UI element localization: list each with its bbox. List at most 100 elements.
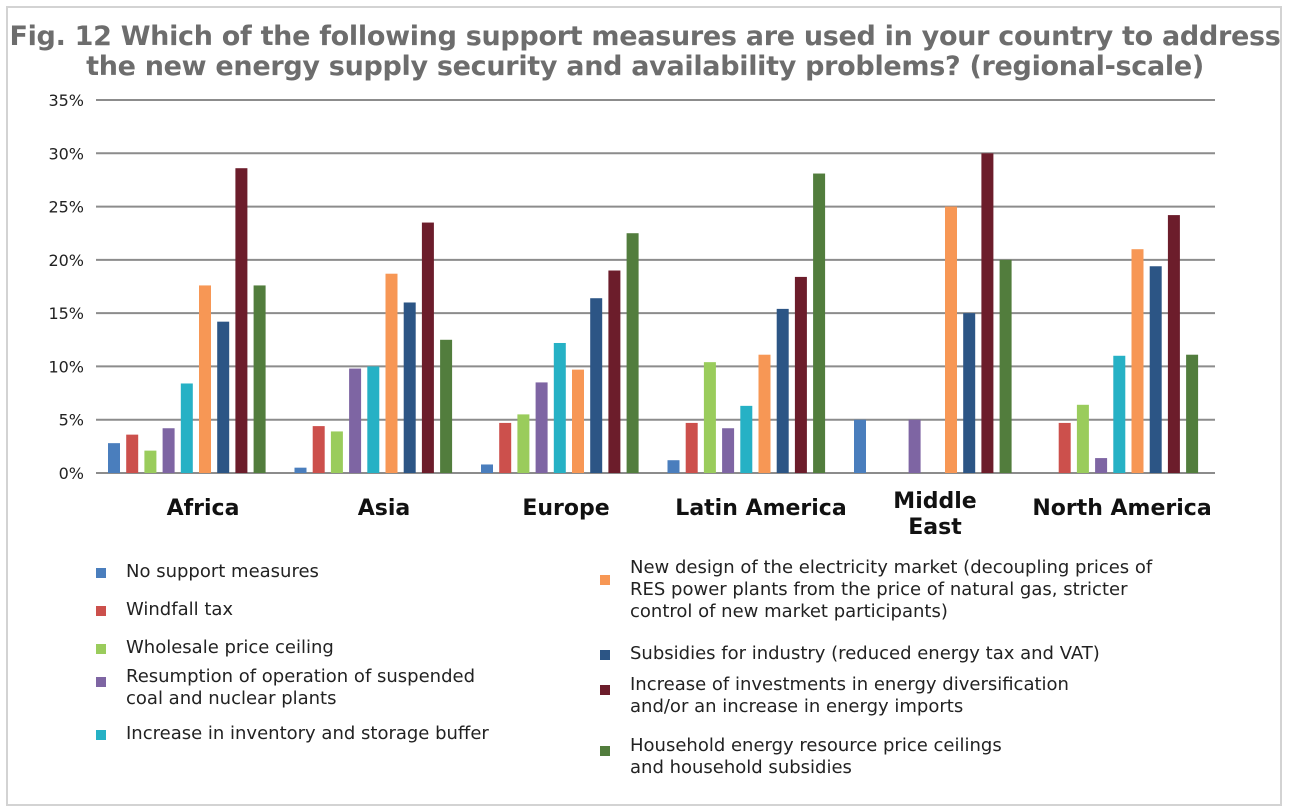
legend-item: No support measures [96,561,319,583]
legend-swatch [600,746,610,756]
bar [217,321,230,473]
legend-label-line: Subsidies for industry (reduced energy t… [630,643,1100,664]
bar [722,428,735,473]
legend-label: New design of the electricity market (de… [630,557,1152,623]
bar [517,414,530,473]
bar [294,467,307,473]
legend-label-line: Household energy resource price ceilings [630,735,1002,756]
legend-item: New design of the electricity market (de… [600,557,1152,623]
bar [108,443,120,473]
bar [253,285,266,473]
legend-label: Household energy resource price ceilings… [630,735,1002,779]
legend-swatch [600,575,610,585]
bar [481,464,493,473]
bar [1058,422,1071,473]
x-category-label: North America [1032,496,1211,521]
bar [667,460,680,473]
y-tick-label: 30% [48,144,84,163]
bar [776,308,789,473]
legend-item: Household energy resource price ceilings… [600,735,1002,779]
bar [349,368,362,473]
legend-label-line: Increase in inventory and storage buffer [126,723,489,744]
y-tick-label: 35% [48,91,84,110]
legend-swatch [600,685,610,695]
x-category-label: Middle East [893,489,976,540]
legend-swatch [96,606,106,616]
bar [421,222,434,473]
legend-swatch [96,568,106,578]
legend-label-line: Resumption of operation of suspended [126,666,476,687]
bar [367,366,380,473]
bar [945,206,957,474]
legend-label-line: No support measures [126,561,319,582]
bar [1113,355,1126,473]
bar [180,383,193,473]
bar [1149,266,1162,473]
legend-item: Wholesale price ceiling [96,637,334,659]
legend-item: Resumption of operation of suspended coal… [96,666,475,710]
bar [162,428,175,473]
bar [758,354,771,473]
bar [1076,404,1089,473]
y-tick-label: 0% [59,464,84,483]
legend-label-line: Wholesale price ceiling [126,637,334,658]
legend-label: Windfall tax [126,599,233,621]
bar [535,382,548,473]
legend-label-line: RES power plants from the price of natur… [630,579,1128,600]
legend-label-line: and household subsidies [630,757,852,778]
bar [1167,215,1180,473]
bar [199,285,211,473]
y-tick-label: 10% [48,357,84,376]
bar [794,276,807,473]
legend-item: Increase in inventory and storage buffer [96,723,489,745]
bar [144,450,157,473]
bar [126,434,139,473]
bar [553,342,566,473]
legend-label-line: control of new market participants) [630,601,948,622]
bar [685,422,698,473]
legend-label: Subsidies for industry (reduced energy t… [630,643,1100,665]
bar [385,273,398,473]
legend-item: Increase of investments in energy divers… [600,674,1069,718]
bar [1131,249,1144,473]
x-category-label: Asia [358,496,411,521]
legend-label: Wholesale price ceiling [126,637,334,659]
bar [999,259,1012,473]
bar [403,302,416,473]
legend-label-line: New design of the electricity market (de… [630,557,1153,578]
legend-swatch [600,650,610,660]
bar [330,431,343,473]
bar [854,419,866,473]
bar [1095,458,1108,473]
legend-label: Increase in inventory and storage buffer [126,723,489,745]
legend-swatch [96,730,106,740]
chart-title-line-1: Fig. 12 Which of the following support m… [9,21,1281,52]
legend-label: Increase of investments in energy divers… [630,674,1069,718]
legend-label-line: coal and nuclear plants [126,688,337,709]
legend-item: Subsidies for industry (reduced energy t… [600,643,1100,665]
legend-swatch [96,677,106,687]
legend-label-line: and/or an increase in energy imports [630,696,964,717]
bar [572,369,584,473]
x-category-label: Latin America [675,496,846,521]
bar [499,422,512,473]
chart-title-line-2: the new energy supply security and avail… [86,51,1204,82]
chart-title: Fig. 12 Which of the following support m… [0,22,1290,82]
bar [813,173,826,473]
bar [590,298,603,473]
bar [908,419,921,473]
bar [608,270,621,473]
bar [740,405,753,473]
legend-swatch [96,644,106,654]
x-category-label: Africa [167,496,240,521]
y-tick-label: 15% [48,304,84,323]
x-category-label: Europe [522,496,609,521]
bar [981,153,994,474]
bar-chart: 0% 5% 10% 15% 20% 25% 30% 35% Africa Asia Europe La… [48,91,1215,540]
bar [312,426,325,473]
bar [440,339,453,473]
bar [1186,354,1199,473]
legend-label: Resumption of operation of suspended coal… [126,666,475,710]
bar [963,313,976,473]
legend-label: No support measures [126,561,319,583]
